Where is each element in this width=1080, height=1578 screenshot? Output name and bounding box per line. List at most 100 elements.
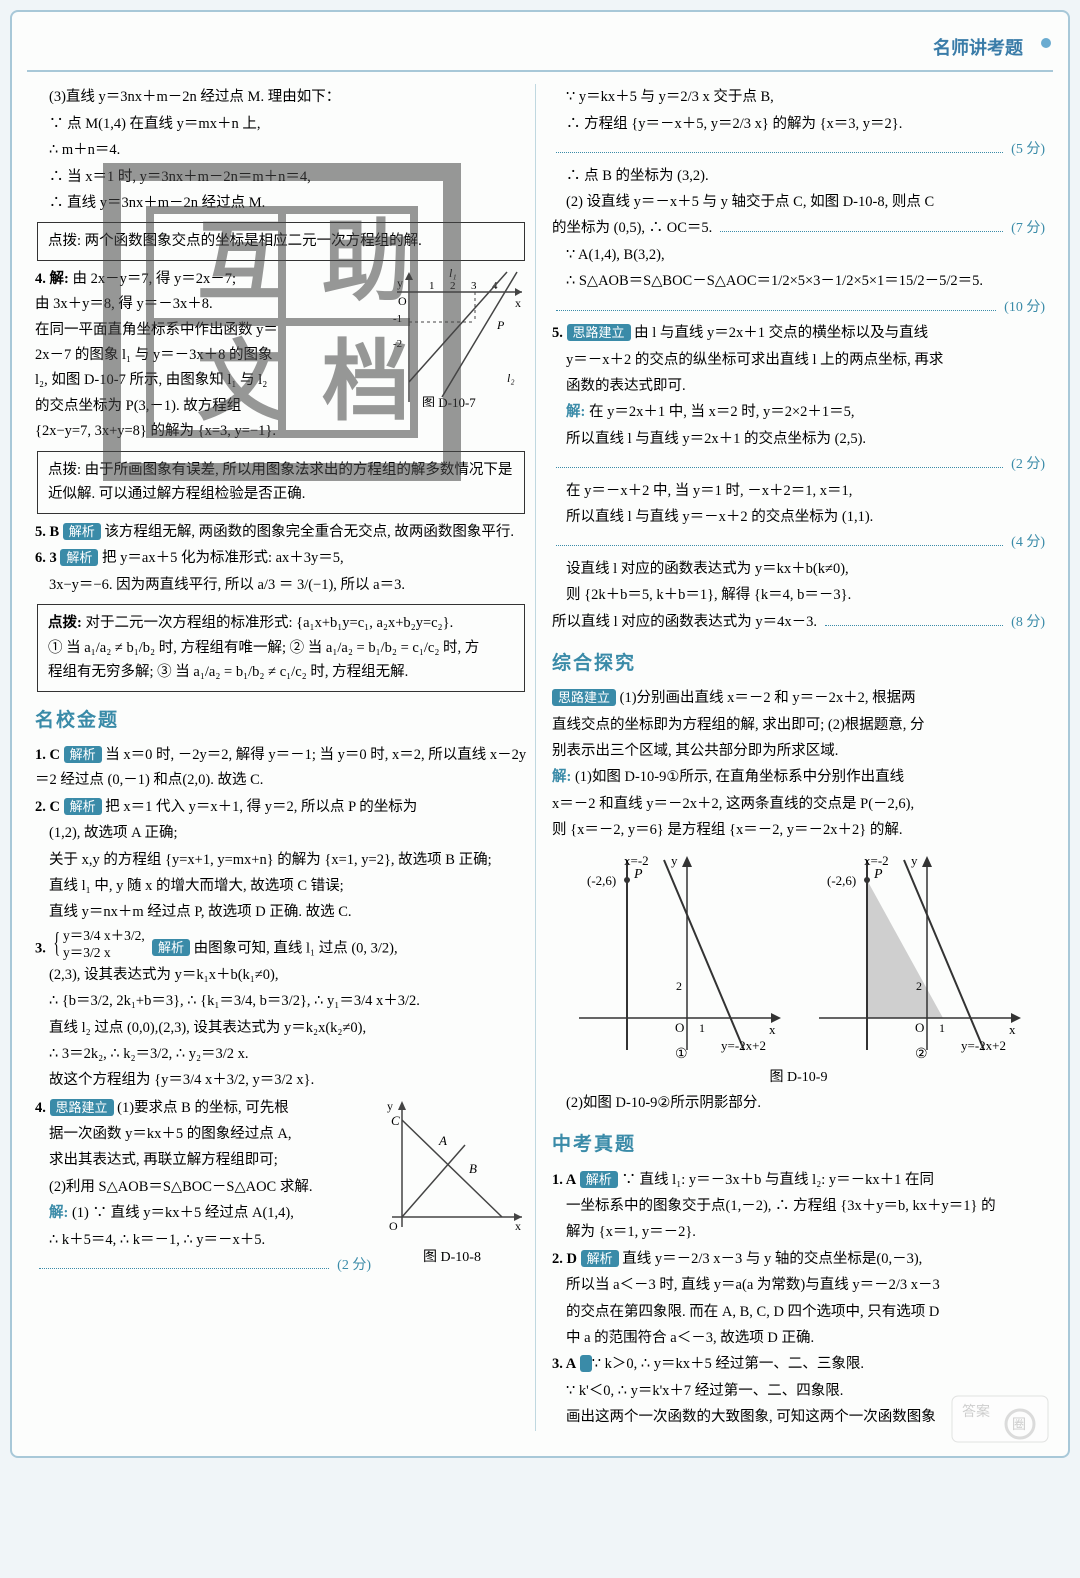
z1-l0: ∵ 直线 l₁: y＝－3x＋b 与直线 l₂: y＝－kx＋1 在同 bbox=[621, 1172, 934, 1188]
svg-text:P: P bbox=[633, 867, 643, 882]
p3-l3: ∴ 当 x＝1 时, y＝3nx＋m－2n＝m＋n＝4, bbox=[35, 165, 527, 190]
s3-tag: 解析 bbox=[152, 939, 190, 956]
z3-tag bbox=[580, 1355, 592, 1372]
rq5-tag: 思路建立 bbox=[567, 324, 631, 341]
rq5-s3a: 设直线 l 对应的函数表达式为 y＝kx＋b(k≠0), bbox=[552, 557, 1045, 582]
rt-s3: (10 分) bbox=[552, 296, 1045, 321]
svg-text:2: 2 bbox=[916, 979, 922, 993]
s3-l3: ∴ 3＝2k₂, ∴ k₂＝3/2, ∴ y₂＝3/2 x. bbox=[35, 1042, 527, 1067]
rt-s1: (5 分) bbox=[552, 138, 1045, 163]
q5: 5. B 解析 该方程组无解, 两函数的图象完全重合无交点, 故两函数图象平行. bbox=[35, 520, 527, 545]
svg-text:O: O bbox=[675, 1020, 684, 1035]
s3-l1: ∴ {b＝3/2, 2k₁+b＝3}, ∴ {k₁＝3/4, b＝3/2}, ∴… bbox=[35, 989, 527, 1014]
rq5-s2a: 在 y＝－x＋2 中, 当 y＝1 时, －x＋2＝1, x＝1, bbox=[552, 479, 1045, 504]
svg-text:O: O bbox=[915, 1020, 924, 1035]
q4-l1: 由 3x＋y＝8, 得 y＝－3x＋8. bbox=[35, 292, 381, 317]
exp-s1c: 则 {x＝－2, y＝6} 是方程组 {x＝－2, y＝－2x＋2} 的解. bbox=[552, 818, 1045, 843]
s1-label: 1. C bbox=[35, 747, 60, 763]
z2-l0: 直线 y＝－2/3 x－3 与 y 轴的交点坐标是(0,－3), bbox=[622, 1251, 922, 1267]
header-title: 名师讲考题 bbox=[27, 32, 1053, 72]
z1: 1. A 解析 ∵ 直线 l₁: y＝－3x＋b 与直线 l₂: y＝－kx＋1… bbox=[552, 1168, 1045, 1193]
q6-box-b1: ① 当 a₁/a₂ ≠ b₁/b₂ 时, 方程组有唯一解; ② 当 a₁/a₂ … bbox=[48, 640, 479, 656]
svg-text:①: ① bbox=[675, 1047, 688, 1060]
rq5-sc2: (4 分) bbox=[552, 531, 1045, 556]
s2-tag: 解析 bbox=[64, 798, 102, 815]
zhenti-title: 中考真题 bbox=[552, 1128, 1045, 1161]
rq5-l1: 函数的表达式即可. bbox=[552, 374, 1045, 399]
z3-l0: ∵ k＞0, ∴ y＝kx＋5 经过第一、二、三象限. bbox=[592, 1356, 864, 1372]
q6: 6. 3 解析 把 y＝ax＋5 化为标准形式: ax＋3y＝5, bbox=[35, 546, 527, 571]
rt2-l0: ∴ 点 B 的坐标为 (3,2). bbox=[552, 164, 1045, 189]
z1-l1: 一坐标系中的图象交于点(1,－2), ∴ 方程组 {3x＋y＝b, kx＋y＝1… bbox=[552, 1194, 1045, 1219]
column-left: (3)直线 y＝3nx＋m－2n 经过点 M. 理由如下： ∵ 点 M(1,4)… bbox=[27, 84, 536, 1431]
svg-text:1: 1 bbox=[939, 1021, 945, 1035]
columns: (3)直线 y＝3nx＋m－2n 经过点 M. 理由如下： ∵ 点 M(1,4)… bbox=[27, 84, 1053, 1431]
q4-row: 4. 解: 由 2x－y＝7, 得 y＝2x－7; 由 3x＋y＝8, 得 y＝… bbox=[35, 267, 527, 445]
rq5-l0: y＝－x＋2 的交点的纵坐标可求出直线 l 上的两点坐标, 再求 bbox=[552, 348, 1045, 373]
svg-text:(-2,6): (-2,6) bbox=[827, 873, 856, 888]
q4-box: 点拨: 由于所画图象有误差, 所以用图象法求出的方程组的解多数情况下是近似解. … bbox=[37, 451, 525, 514]
rq5-s2b: 所以直线 l 与直线 y＝－x＋2 的交点坐标为 (1,1). bbox=[552, 505, 1045, 530]
q6-text: 把 y＝ax＋5 化为标准形式: ax＋3y＝5, bbox=[102, 550, 344, 566]
exp-h0: (1)分别画出直线 x＝－2 和 y＝－2x＋2, 根据两 bbox=[620, 690, 916, 706]
s3: 3. { y＝3/4 x＋3/2, y＝3/2 x 解析 由图象可知, 直线 l… bbox=[35, 927, 527, 962]
s1: 1. C 解析 当 x＝0 时, －2y＝2, 解得 y＝－1; 当 y＝0 时… bbox=[35, 743, 527, 794]
svg-text:y=-2x+2: y=-2x+2 bbox=[721, 1038, 766, 1053]
svg-text:②: ② bbox=[915, 1047, 928, 1060]
s3-l2: 直线 l₂ 过点 (0,0),(2,3), 设其表达式为 y＝k₂x(k₂≠0)… bbox=[35, 1016, 527, 1041]
q4-l2: 在同一平面直角坐标系中作出函数 y＝ bbox=[35, 318, 381, 343]
exp-s1a: 解: (1)如图 D-10-9①所示, 在直角坐标系中分别作出直线 bbox=[552, 765, 1045, 790]
school-title: 名校金题 bbox=[35, 704, 527, 737]
exp-h1: 直线交点的坐标即为方程组的解, 求出即可; (2)根据题意, 分 bbox=[552, 713, 1045, 738]
s3-l0: (2,3), 设其表达式为 y＝k₁x＋b(k₁≠0), bbox=[35, 963, 527, 988]
exp-tag: 思路建立 bbox=[552, 689, 616, 706]
p3-box: 点拨: 两个函数图象交点的坐标是相应二元一次方程组的解. bbox=[37, 222, 525, 261]
svg-text:3: 3 bbox=[471, 280, 477, 292]
s4-l1: 据一次函数 y＝kx＋5 的图象经过点 A, bbox=[35, 1122, 371, 1147]
svg-text:A: A bbox=[438, 1133, 447, 1148]
z3: 3. A ∵ k＞0, ∴ y＝kx＋5 经过第一、二、三象限. bbox=[552, 1352, 1045, 1377]
chart-d109-right: xy O (-2,6) P x=-2 2 1 y=-2x+2 ② bbox=[809, 850, 1029, 1060]
svg-text:x: x bbox=[515, 1219, 521, 1233]
rt3-l1: ∴ S△AOB＝S△BOC－S△AOC＝1/2×5×3－1/2×5×1＝15/2… bbox=[552, 269, 1045, 294]
q6-label: 6. 3 bbox=[35, 550, 57, 566]
svg-text:l₂: l₂ bbox=[507, 371, 515, 385]
svg-text:x=-2: x=-2 bbox=[864, 853, 889, 868]
d109-cap: 图 D-10-9 bbox=[552, 1066, 1045, 1091]
s4-l3: (2)利用 S△AOB＝S△BOC－S△AOC 求解. bbox=[35, 1175, 371, 1200]
svg-text:1: 1 bbox=[699, 1021, 705, 1035]
svg-text:2: 2 bbox=[450, 280, 456, 292]
s2-l3: 直线 l₁ 中, y 随 x 的增大而增大, 故选项 C 错误; bbox=[35, 874, 527, 899]
q4-l3: 2x－7 的图象 l₁ 与 y＝－3x＋8 的图象 bbox=[35, 343, 381, 368]
s3-text: 由图象可知, 直线 l₁ 过点 (0, 3/2), bbox=[194, 940, 398, 956]
q5-text: 该方程组无解, 两函数的图象完全重合无交点, 故两函数图象平行. bbox=[104, 524, 514, 540]
rq5-s1a: 解: 在 y＝2x＋1 中, 当 x＝2 时, y＝2×2＋1＝5, bbox=[552, 400, 1045, 425]
svg-text:x=-2: x=-2 bbox=[624, 853, 649, 868]
s2-l4: 直线 y＝nx＋m 经过点 P, 故选项 D 正确. 故选 C. bbox=[35, 900, 527, 925]
q4-l6: {2x−y=7, 3x+y=8} 的解为 {x=3, y=−1}. bbox=[35, 419, 381, 444]
rt2-r: 的坐标为 (0,5), ∴ OC＝5. (7 分) bbox=[552, 216, 1045, 242]
svg-text:x: x bbox=[769, 1022, 776, 1037]
rq5-s3b: 则 {2k＋b＝5, k＋b＝1}, 解得 {k＝4, b＝－3}. bbox=[552, 583, 1045, 608]
p3-l1: ∵ 点 M(1,4) 在直线 y＝mx＋n 上, bbox=[35, 112, 527, 137]
chart-d108-wrap: yx O C A B 图 D-10-8 bbox=[377, 1095, 527, 1279]
s4-score: (2 分) bbox=[35, 1254, 371, 1279]
p3-l4: ∴ 直线 y＝3nx＋m－2n 经过点 M. bbox=[35, 191, 527, 216]
svg-text:1: 1 bbox=[429, 280, 435, 292]
s4-label: 4. bbox=[35, 1100, 46, 1116]
q6b: 3x−y＝−6. 因为两直线平行, 所以 a/3 ＝ 3/(−1), 所以 a＝… bbox=[35, 573, 527, 598]
svg-text:O: O bbox=[398, 294, 407, 308]
q4-l5: 的交点坐标为 P(3,－1). 故方程组 bbox=[35, 394, 381, 419]
rt2-l1: (2) 设直线 y＝－x＋5 与 y 轴交于点 C, 如图 D-10-8, 则点… bbox=[552, 190, 1045, 215]
z2-l3: 中 a 的范围符合 a＜－3, 故选项 D 正确. bbox=[552, 1326, 1045, 1351]
s4-l0: (1)要求点 B 的坐标, 可先根 bbox=[117, 1100, 289, 1116]
svg-text:y=-2x+2: y=-2x+2 bbox=[961, 1038, 1006, 1053]
z1-label: 1. A bbox=[552, 1172, 576, 1188]
rq5-head: 由 l 与直线 y＝2x＋1 交点的横坐标以及与直线 bbox=[634, 325, 928, 341]
rt2-l2: 的坐标为 (0,5), ∴ OC＝5. bbox=[552, 216, 712, 241]
svg-text:图 D-10-7: 图 D-10-7 bbox=[422, 395, 476, 407]
chart-d107: y x O 12 34 -1-2 P l₂ l₁ 图 D-10-7 bbox=[387, 267, 527, 407]
z1-tag: 解析 bbox=[580, 1171, 618, 1188]
exp-h2: 别表示出三个区域, 其公共部分即为所求区域. bbox=[552, 739, 1045, 764]
q5-label: 5. B bbox=[35, 524, 59, 540]
